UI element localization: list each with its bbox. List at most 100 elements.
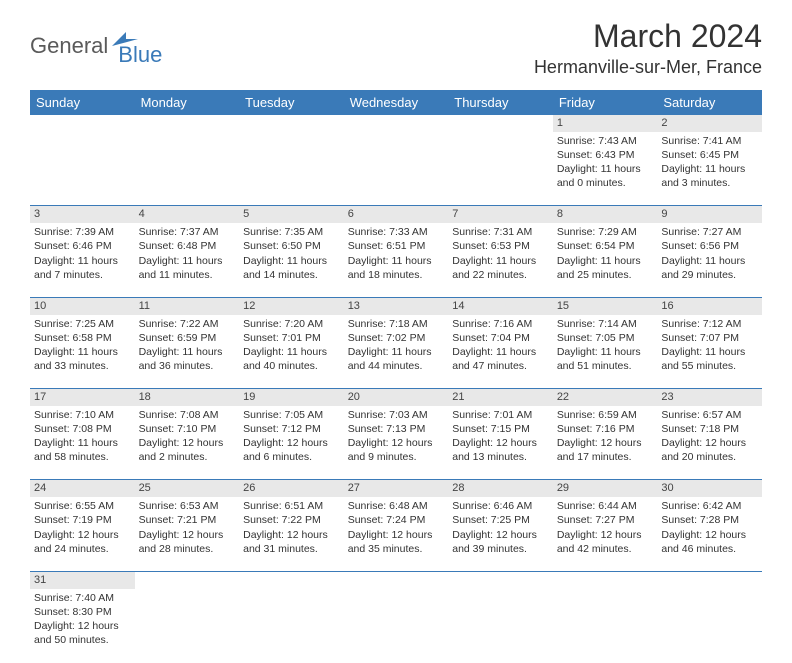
- day-number: 23: [661, 391, 673, 403]
- day-detail: and 28 minutes.: [139, 542, 236, 556]
- day-content-cell: Sunrise: 7:37 AMSunset: 6:48 PMDaylight:…: [135, 223, 240, 297]
- day-number: 24: [34, 482, 46, 494]
- day-content-cell: Sunrise: 7:33 AMSunset: 6:51 PMDaylight:…: [344, 223, 449, 297]
- day-detail: and 14 minutes.: [243, 268, 340, 282]
- day-number: 1: [557, 117, 563, 129]
- day-number-cell: 16: [657, 298, 762, 315]
- day-number: 16: [661, 300, 673, 312]
- day-detail: Sunset: 7:19 PM: [34, 513, 131, 527]
- day-detail: Sunrise: 7:35 AM: [243, 225, 340, 239]
- day-number-cell: 19: [239, 389, 344, 406]
- day-number: 21: [452, 391, 464, 403]
- day-detail: Daylight: 11 hours: [34, 345, 131, 359]
- day-detail: and 25 minutes.: [557, 268, 654, 282]
- day-number: 11: [139, 300, 150, 312]
- day-number-cell: 21: [448, 389, 553, 406]
- day-detail: Sunset: 6:58 PM: [34, 331, 131, 345]
- day-detail: Sunset: 7:08 PM: [34, 422, 131, 436]
- day-detail: Sunrise: 7:12 AM: [661, 317, 758, 331]
- content-row: Sunrise: 7:43 AMSunset: 6:43 PMDaylight:…: [30, 132, 762, 206]
- day-detail: Sunrise: 7:20 AM: [243, 317, 340, 331]
- day-detail: and 51 minutes.: [557, 359, 654, 373]
- day-detail: and 55 minutes.: [661, 359, 758, 373]
- day-number-cell: 4: [135, 206, 240, 223]
- day-number: 25: [139, 482, 151, 494]
- day-number: 31: [34, 574, 46, 586]
- day-content-cell: [553, 589, 658, 663]
- day-detail: Sunrise: 6:59 AM: [557, 408, 654, 422]
- day-detail: Sunset: 7:25 PM: [452, 513, 549, 527]
- day-number-cell: 26: [239, 480, 344, 497]
- day-detail: Sunrise: 7:14 AM: [557, 317, 654, 331]
- day-content-cell: [135, 132, 240, 206]
- day-number-cell: [135, 115, 240, 132]
- day-detail: Sunset: 7:27 PM: [557, 513, 654, 527]
- day-number-cell: 28: [448, 480, 553, 497]
- day-detail: Daylight: 11 hours: [243, 345, 340, 359]
- day-detail: Sunrise: 7:16 AM: [452, 317, 549, 331]
- day-detail: and 0 minutes.: [557, 176, 654, 190]
- daynum-row: 3456789: [30, 206, 762, 223]
- day-detail: Sunset: 7:05 PM: [557, 331, 654, 345]
- day-content-cell: Sunrise: 7:43 AMSunset: 6:43 PMDaylight:…: [553, 132, 658, 206]
- day-detail: Daylight: 11 hours: [348, 254, 445, 268]
- content-row: Sunrise: 7:40 AMSunset: 8:30 PMDaylight:…: [30, 589, 762, 663]
- day-number-cell: 14: [448, 298, 553, 315]
- day-number-cell: 1: [553, 115, 658, 132]
- day-detail: Daylight: 12 hours: [661, 436, 758, 450]
- day-detail: and 11 minutes.: [139, 268, 236, 282]
- day-detail: and 39 minutes.: [452, 542, 549, 556]
- day-detail: Daylight: 12 hours: [34, 619, 131, 633]
- day-detail: Sunrise: 6:42 AM: [661, 499, 758, 513]
- content-row: Sunrise: 7:10 AMSunset: 7:08 PM Daylight:…: [30, 406, 762, 480]
- day-detail: Sunset: 7:10 PM: [139, 422, 236, 436]
- day-content-cell: Sunrise: 6:55 AMSunset: 7:19 PMDaylight:…: [30, 497, 135, 571]
- day-detail: and 29 minutes.: [661, 268, 758, 282]
- day-detail: Sunrise: 7:43 AM: [557, 134, 654, 148]
- day-detail: and 2 minutes.: [139, 450, 236, 464]
- day-detail: and 9 minutes.: [348, 450, 445, 464]
- day-content-cell: [657, 589, 762, 663]
- day-detail: Sunset: 7:15 PM: [452, 422, 549, 436]
- day-content-cell: Sunrise: 6:59 AMSunset: 7:16 PMDaylight:…: [553, 406, 658, 480]
- day-number-cell: [448, 115, 553, 132]
- day-detail: Daylight: 11 hours: [661, 162, 758, 176]
- day-content-cell: [344, 132, 449, 206]
- day-content-cell: Sunrise: 7:22 AMSunset: 6:59 PMDaylight:…: [135, 315, 240, 389]
- day-number: 8: [557, 208, 563, 220]
- day-number-cell: 12: [239, 298, 344, 315]
- day-detail: Sunrise: 6:44 AM: [557, 499, 654, 513]
- day-detail: and 17 minutes.: [557, 450, 654, 464]
- day-content-cell: Sunrise: 7:14 AMSunset: 7:05 PMDaylight:…: [553, 315, 658, 389]
- day-detail: and 47 minutes.: [452, 359, 549, 373]
- day-content-cell: Sunrise: 7:08 AMSunset: 7:10 PMDaylight:…: [135, 406, 240, 480]
- day-detail: Sunrise: 7:27 AM: [661, 225, 758, 239]
- day-detail: Sunrise: 6:53 AM: [139, 499, 236, 513]
- day-detail: Sunrise: 6:48 AM: [348, 499, 445, 513]
- day-detail: and 31 minutes.: [243, 542, 340, 556]
- day-content-cell: [135, 589, 240, 663]
- day-number: 2: [661, 117, 667, 129]
- day-content-cell: Sunrise: 6:51 AMSunset: 7:22 PMDaylight:…: [239, 497, 344, 571]
- day-detail: Sunrise: 7:10 AM: [34, 408, 131, 422]
- day-number: 10: [34, 300, 46, 312]
- day-detail: Daylight: 12 hours: [452, 436, 549, 450]
- day-number-cell: 27: [344, 480, 449, 497]
- day-detail: Daylight: 12 hours: [557, 436, 654, 450]
- day-content-cell: Sunrise: 6:42 AMSunset: 7:28 PMDaylight:…: [657, 497, 762, 571]
- day-detail: Daylight: 11 hours: [139, 254, 236, 268]
- day-number: 17: [34, 391, 46, 403]
- day-detail: Daylight: 12 hours: [557, 528, 654, 542]
- day-content-cell: Sunrise: 7:27 AMSunset: 6:56 PMDaylight:…: [657, 223, 762, 297]
- day-detail: Daylight: 11 hours: [139, 345, 236, 359]
- content-row: Sunrise: 7:39 AMSunset: 6:46 PMDaylight:…: [30, 223, 762, 297]
- day-number-cell: 29: [553, 480, 658, 497]
- day-number-cell: 3: [30, 206, 135, 223]
- day-detail: Sunset: 7:04 PM: [452, 331, 549, 345]
- day-content-cell: Sunrise: 6:44 AMSunset: 7:27 PMDaylight:…: [553, 497, 658, 571]
- day-content-cell: Sunrise: 7:31 AMSunset: 6:53 PMDaylight:…: [448, 223, 553, 297]
- day-detail: and 44 minutes.: [348, 359, 445, 373]
- day-number: 7: [452, 208, 458, 220]
- day-number: 9: [661, 208, 667, 220]
- day-number: 29: [557, 482, 569, 494]
